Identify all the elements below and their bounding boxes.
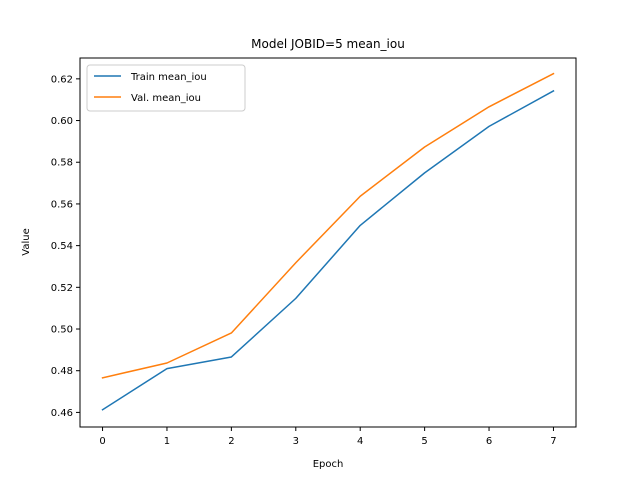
y-tick-label: 0.56 xyxy=(51,199,73,210)
y-tick-label: 0.60 xyxy=(51,116,73,127)
y-tick-label: 0.50 xyxy=(51,325,73,336)
plot-frame xyxy=(79,57,577,428)
y-tick-label: 0.54 xyxy=(51,241,73,252)
legend-label-val: Val. mean_iou xyxy=(131,93,201,104)
x-tick-label: 4 xyxy=(357,436,363,447)
x-tick-label: 2 xyxy=(228,436,234,447)
y-axis-title: Value xyxy=(21,228,32,255)
x-axis-ticks: 0 1 2 3 4 5 6 7 xyxy=(99,427,557,447)
y-tick-label: 0.58 xyxy=(51,158,73,169)
x-tick-label: 1 xyxy=(164,436,170,447)
x-axis-title: Epoch xyxy=(313,459,344,470)
x-tick-label: 0 xyxy=(99,436,105,447)
legend: Train mean_iou Val. mean_iou xyxy=(86,64,246,112)
series-line-0 xyxy=(101,89,555,411)
series-layer xyxy=(101,72,555,411)
y-tick-label: 0.48 xyxy=(51,366,73,377)
legend-label-train: Train mean_iou xyxy=(130,72,207,83)
y-tick-label: 0.52 xyxy=(51,283,73,294)
x-tick-label: 5 xyxy=(421,436,427,447)
x-tick-label: 6 xyxy=(486,436,492,447)
x-tick-label: 3 xyxy=(293,436,299,447)
y-tick-label: 0.62 xyxy=(51,74,73,85)
legend-box xyxy=(86,64,246,112)
series-line-1 xyxy=(101,72,555,379)
y-axis-ticks: 0.46 0.48 0.50 0.52 0.54 0.56 0.58 0.60 0.62 xyxy=(51,74,80,419)
y-tick-label: 0.46 xyxy=(51,408,73,419)
x-tick-label: 7 xyxy=(550,436,556,447)
chart-title: Model JOBID=5 mean_iou xyxy=(251,37,405,51)
